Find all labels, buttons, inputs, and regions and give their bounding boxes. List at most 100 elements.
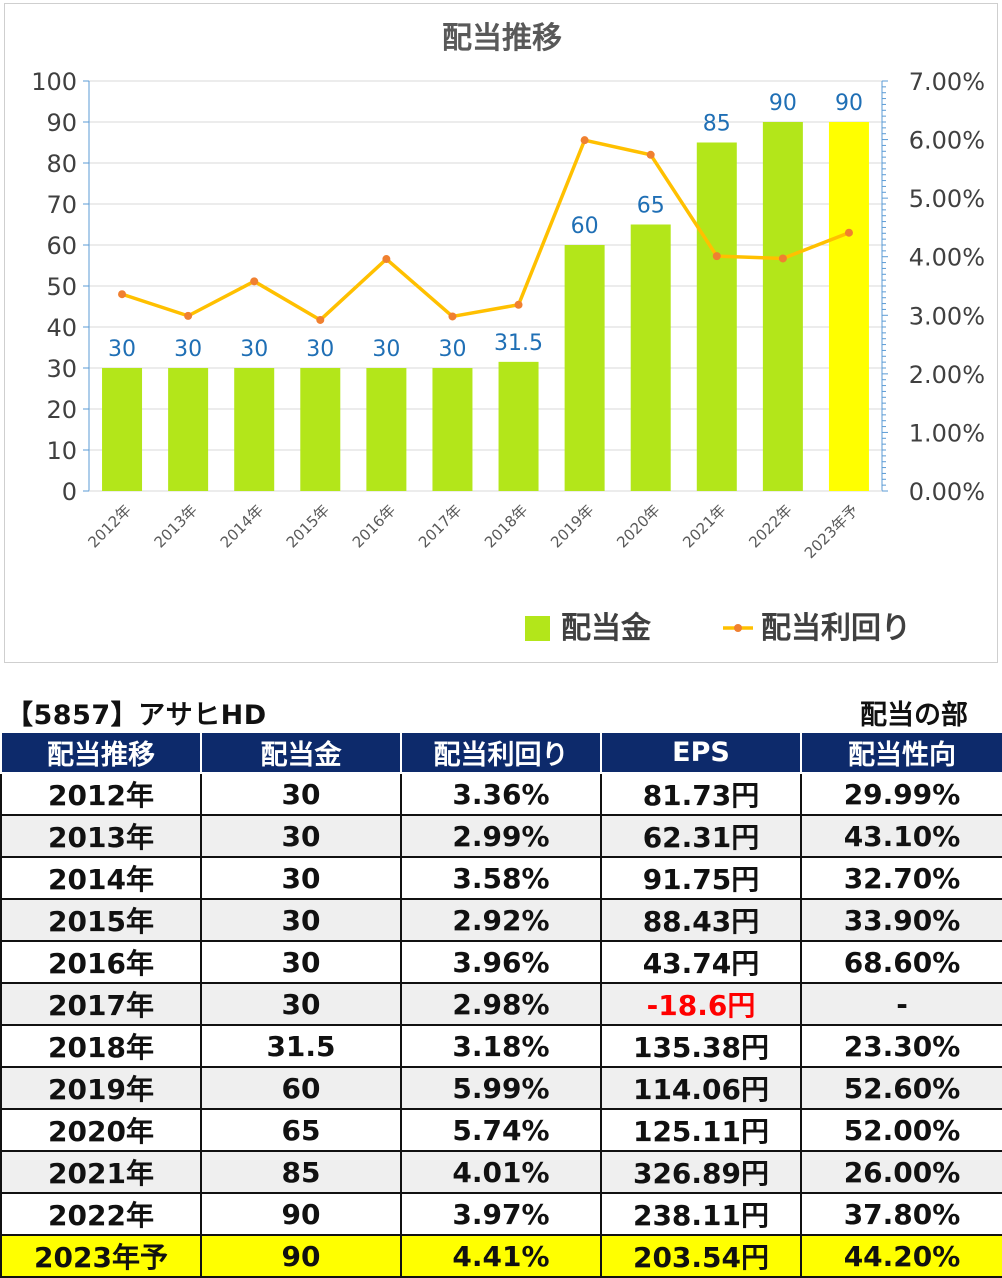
x-tick-label: 2015年: [283, 501, 333, 551]
header-dividend: 配当金: [200, 731, 402, 774]
y-right-tick-label: 7.00%: [909, 68, 985, 96]
cell-eps: 81.73円: [600, 772, 802, 816]
cell-dividend: 90: [200, 1234, 402, 1278]
bar: [762, 122, 803, 491]
yield-point: [844, 228, 853, 237]
cell-payout: 52.00%: [800, 1108, 1002, 1152]
bar-value-label: 65: [637, 194, 665, 219]
cell-eps: 88.43円: [600, 898, 802, 942]
bar: [168, 368, 209, 491]
bar: [564, 245, 605, 491]
dividend-chart: 配当推移 0 10 20 30 40 50 60 70 80 90 100 0.00% 1.00% 2.00…: [4, 3, 998, 663]
bar: [234, 368, 275, 491]
bar: [498, 361, 539, 491]
y-left-tick-label: 60: [46, 232, 77, 260]
table-row: 2016年 30 3.96% 43.74円 68.60%: [0, 940, 1002, 984]
table-row: 2023年予 90 4.41% 203.54円 44.20%: [0, 1234, 1002, 1278]
bar: [828, 122, 869, 491]
y-left-tick-label: 90: [46, 109, 77, 137]
table-row: 2012年 30 3.36% 81.73円 29.99%: [0, 772, 1002, 816]
cell-yield: 3.36%: [400, 772, 602, 816]
table-row: 2013年 30 2.99% 62.31円 43.10%: [0, 814, 1002, 858]
cell-dividend: 90: [200, 1192, 402, 1236]
legend-bar-swatch: [525, 616, 550, 641]
cell-dividend: 30: [200, 982, 402, 1026]
cell-yield: 3.18%: [400, 1024, 602, 1068]
cell-payout: -: [800, 982, 1002, 1026]
cell-period: 2012年: [0, 772, 202, 816]
table-row: 2019年 60 5.99% 114.06円 52.60%: [0, 1066, 1002, 1110]
bar-value-label: 90: [835, 91, 863, 116]
cell-payout: 32.70%: [800, 856, 1002, 900]
cell-dividend: 60: [200, 1066, 402, 1110]
bar: [102, 368, 143, 491]
y-right-tick-label: 3.00%: [909, 302, 985, 330]
yield-line: [121, 138, 850, 322]
bar-value-label: 30: [174, 337, 202, 362]
x-tick-label: 2021年: [679, 501, 729, 551]
bar-value-label: 30: [240, 337, 268, 362]
x-tick-label: 2019年: [547, 501, 597, 551]
cell-yield: 4.01%: [400, 1150, 602, 1194]
y-left-tick-label: 20: [46, 396, 77, 424]
yield-point: [184, 311, 193, 320]
table-header-row: 配当推移 配当金 配当利回り EPS 配当性向: [0, 731, 1002, 774]
bar: [696, 142, 737, 491]
cell-payout: 43.10%: [800, 814, 1002, 858]
y-right-tick-label: 5.00%: [909, 185, 985, 213]
y-left-tick-label: 40: [46, 314, 77, 342]
bar-value-label: 31.5: [494, 331, 543, 356]
table-row: 2018年 31.5 3.18% 135.38円 23.30%: [0, 1024, 1002, 1068]
table-row: 2022年 90 3.97% 238.11円 37.80%: [0, 1192, 1002, 1236]
bar-value-label: 90: [769, 91, 797, 116]
cell-eps: 238.11円: [600, 1192, 802, 1236]
cell-payout: 44.20%: [800, 1234, 1002, 1278]
cell-yield: 3.97%: [400, 1192, 602, 1236]
cell-yield: 2.99%: [400, 814, 602, 858]
yield-point: [118, 290, 127, 299]
cell-period: 2023年予: [0, 1234, 202, 1278]
cell-yield: 5.99%: [400, 1066, 602, 1110]
cell-payout: 37.80%: [800, 1192, 1002, 1236]
y-right-tick-label: 4.00%: [909, 244, 985, 272]
bar-value-label: 30: [372, 337, 400, 362]
cell-payout: 33.90%: [800, 898, 1002, 942]
chart-title: 配当推移: [442, 21, 562, 56]
yield-point: [250, 277, 259, 286]
table-row: 2017年 30 2.98% -18.6円 -: [0, 982, 1002, 1026]
y-right-tick-label: 1.00%: [909, 419, 985, 447]
x-tick-label: 2016年: [349, 501, 399, 551]
yield-point: [382, 255, 391, 264]
cell-period: 2013年: [0, 814, 202, 858]
x-tick-label: 2012年: [85, 501, 135, 551]
cell-period: 2019年: [0, 1066, 202, 1110]
table-row: 2015年 30 2.92% 88.43円 33.90%: [0, 898, 1002, 942]
y-left-tick-label: 50: [46, 273, 77, 301]
bar-value-label: 60: [571, 214, 599, 239]
yield-point: [448, 312, 457, 321]
cell-yield: 3.96%: [400, 940, 602, 984]
y-right-tick-label: 0.00%: [909, 478, 985, 506]
cell-yield: 3.58%: [400, 856, 602, 900]
cell-dividend: 65: [200, 1108, 402, 1152]
y-left-tick-label: 80: [46, 150, 77, 178]
cell-dividend: 30: [200, 856, 402, 900]
y-left-tick-label: 30: [46, 355, 77, 383]
bar: [630, 224, 671, 491]
cell-eps: 114.06円: [600, 1066, 802, 1110]
bar: [432, 368, 473, 491]
bar-value-label: 30: [108, 337, 136, 362]
cell-period: 2020年: [0, 1108, 202, 1152]
cell-payout: 29.99%: [800, 772, 1002, 816]
section-title: 配当の部: [860, 700, 968, 731]
cell-period: 2017年: [0, 982, 202, 1026]
cell-dividend: 30: [200, 940, 402, 984]
y-left-tick-label: 70: [46, 191, 77, 219]
cell-yield: 2.98%: [400, 982, 602, 1026]
yield-point: [580, 136, 589, 145]
x-tick-label: 2022年: [745, 501, 795, 551]
cell-dividend: 30: [200, 814, 402, 858]
header-period: 配当推移: [0, 731, 202, 774]
cell-payout: 26.00%: [800, 1150, 1002, 1194]
cell-period: 2022年: [0, 1192, 202, 1236]
